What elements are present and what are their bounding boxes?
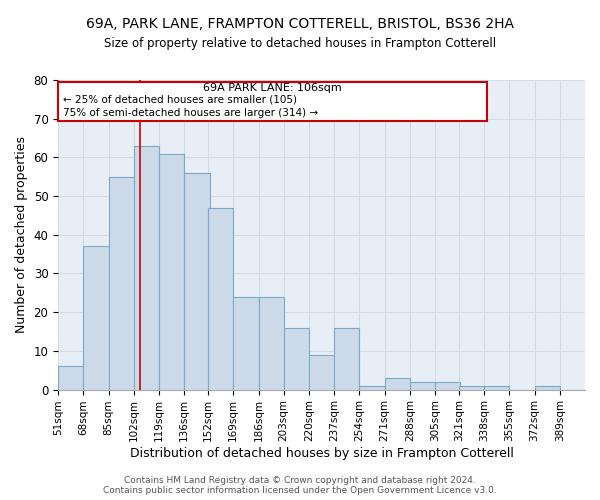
Bar <box>159 154 184 390</box>
Bar <box>484 386 509 390</box>
Bar <box>535 386 560 390</box>
Bar <box>385 378 410 390</box>
Bar <box>208 208 233 390</box>
Text: Size of property relative to detached houses in Frampton Cotterell: Size of property relative to detached ho… <box>104 38 496 51</box>
Bar <box>233 296 259 390</box>
Text: Contains public sector information licensed under the Open Government Licence v3: Contains public sector information licen… <box>103 486 497 495</box>
Bar <box>134 146 159 390</box>
Bar <box>359 386 385 390</box>
Text: 69A, PARK LANE, FRAMPTON COTTERELL, BRISTOL, BS36 2HA: 69A, PARK LANE, FRAMPTON COTTERELL, BRIS… <box>86 18 514 32</box>
Text: ← 25% of detached houses are smaller (105): ← 25% of detached houses are smaller (10… <box>62 94 296 104</box>
Bar <box>435 382 460 390</box>
Bar <box>309 355 334 390</box>
Bar <box>284 328 309 390</box>
FancyBboxPatch shape <box>58 82 487 120</box>
Y-axis label: Number of detached properties: Number of detached properties <box>15 136 28 334</box>
Bar <box>83 246 109 390</box>
Bar <box>58 366 83 390</box>
Bar <box>459 386 484 390</box>
Bar <box>259 296 284 390</box>
Text: 75% of semi-detached houses are larger (314) →: 75% of semi-detached houses are larger (… <box>62 108 318 118</box>
X-axis label: Distribution of detached houses by size in Frampton Cotterell: Distribution of detached houses by size … <box>130 447 514 460</box>
Bar <box>184 173 209 390</box>
Text: 69A PARK LANE: 106sqm: 69A PARK LANE: 106sqm <box>203 84 342 94</box>
Bar <box>410 382 435 390</box>
Text: Contains HM Land Registry data © Crown copyright and database right 2024.: Contains HM Land Registry data © Crown c… <box>124 476 476 485</box>
Bar <box>334 328 359 390</box>
Bar <box>109 176 134 390</box>
